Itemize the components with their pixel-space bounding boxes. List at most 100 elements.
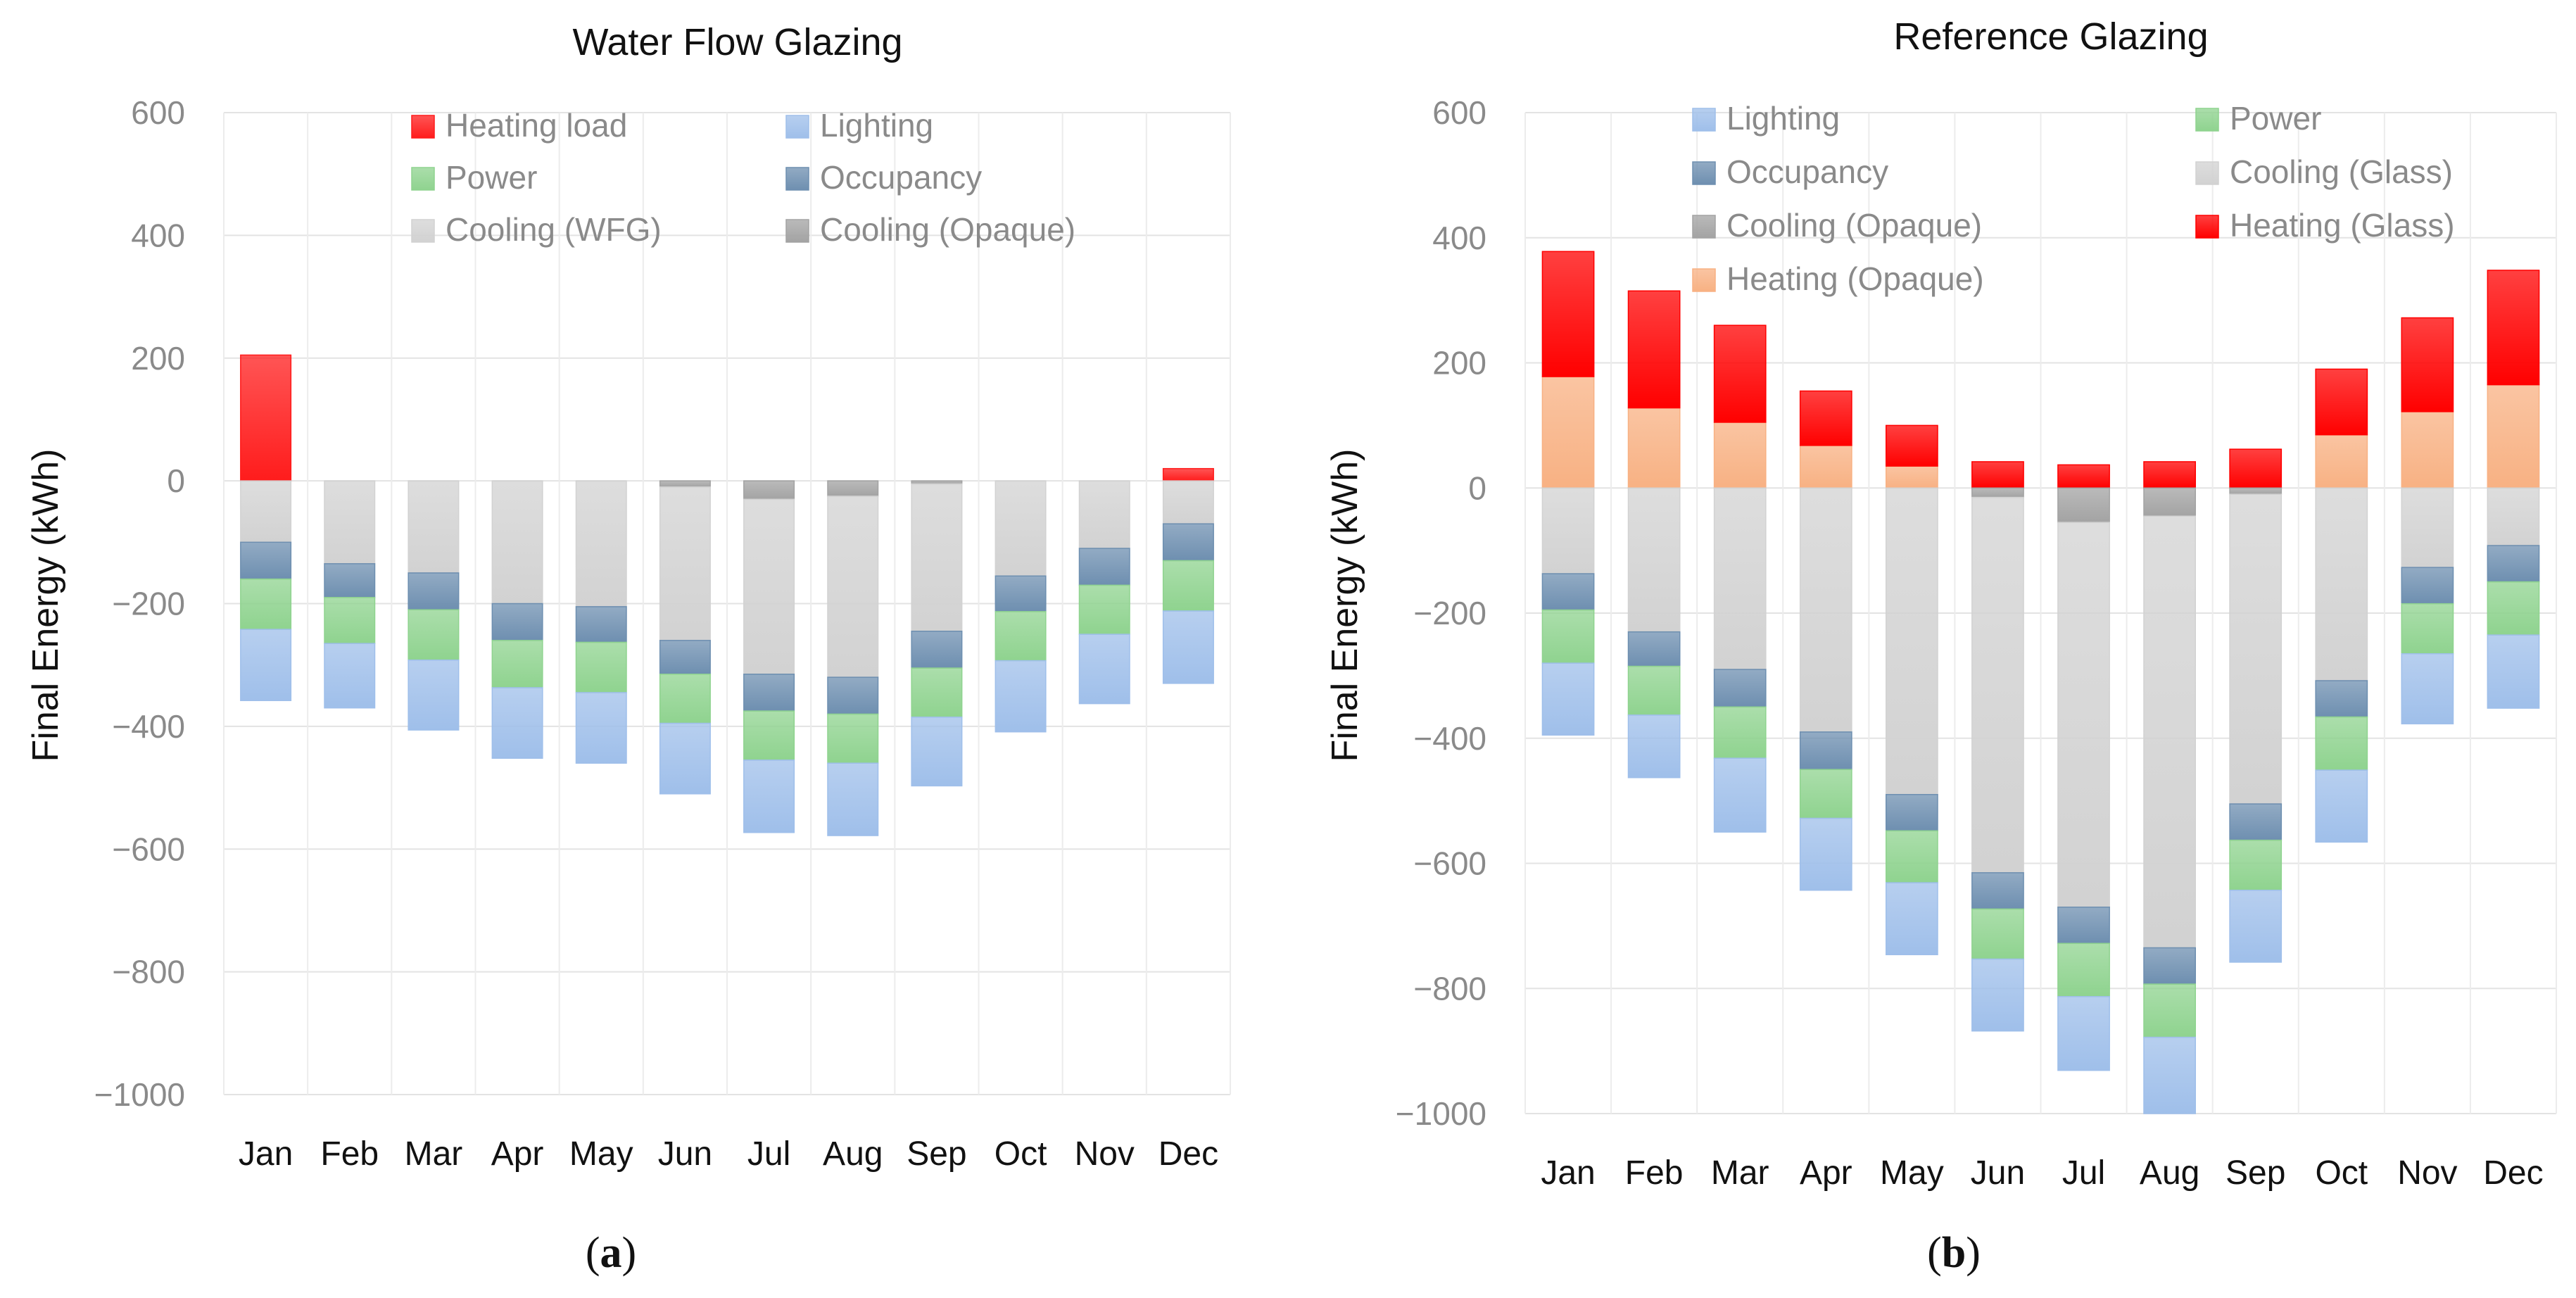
legend-label: Cooling (WFG) — [446, 211, 662, 248]
bar-lighting-nov — [1078, 634, 1130, 705]
legend-entry-occupancy: Occupancy — [1692, 153, 1888, 190]
panel-label-a: (a) — [586, 1229, 636, 1277]
x-tick-label-jun: Jun — [1971, 1154, 2025, 1192]
bar-power-apr — [1799, 769, 1852, 819]
bar-power-nov — [2401, 603, 2454, 655]
bar-cooling-opaque-sep — [2229, 487, 2283, 495]
bar-lighting-apr — [491, 687, 543, 759]
bar-occupancy-nov — [2401, 567, 2454, 605]
bar-heating-glass-mar — [1713, 324, 1767, 423]
y-tick-label: −1000 — [1396, 1095, 1486, 1132]
legend-label: Lighting — [1726, 100, 1840, 137]
y-tick-label: −800 — [112, 954, 185, 990]
bar-heating-opaque-apr — [1799, 445, 1852, 489]
bar-power-may — [1886, 830, 1938, 883]
bar-heating-glass-sep — [2229, 448, 2283, 489]
bar-cooling-wfg-feb — [324, 480, 376, 565]
bar-occupancy-sep — [911, 630, 963, 669]
bar-cooling-wfg-mar — [408, 480, 460, 574]
bar-cooling-wfg-jun — [659, 486, 711, 641]
bar-lighting-oct — [2315, 769, 2368, 843]
panel-letter: a — [600, 1229, 622, 1277]
bar-cooling-wfg-apr — [491, 480, 543, 605]
y-axis-label: Final Energy (kWh) — [25, 449, 66, 762]
bar-cooling-glass-mar — [1713, 487, 1767, 670]
x-tick-label-oct: Oct — [995, 1135, 1047, 1173]
bar-heating-glass-jul — [2057, 464, 2110, 489]
bar-power-oct — [995, 611, 1047, 662]
bar-power-oct — [2315, 716, 2368, 771]
y-tick-label: 0 — [167, 462, 185, 499]
legend-entry-heating-load: Heating load — [411, 107, 627, 144]
legend-entry-power: Power — [411, 159, 537, 196]
bar-power-jun — [1971, 908, 2024, 960]
legend-swatch — [411, 115, 435, 139]
bar-power-nov — [1078, 584, 1130, 635]
x-tick-label-dec: Dec — [1158, 1135, 1218, 1173]
bar-lighting-oct — [995, 660, 1047, 733]
bar-occupancy-aug — [827, 676, 879, 715]
legend-label: Cooling (Glass) — [2230, 153, 2453, 190]
bar-occupancy-mar — [408, 572, 460, 610]
legend-label: Power — [446, 159, 537, 196]
plot-area: 600 400 200 0 −200 −400 −600 −800 −1000 Jan Feb Mar… — [1396, 94, 2557, 1192]
y-tick-label: −800 — [1413, 970, 1486, 1007]
legend-swatch — [411, 167, 435, 191]
bar-heating-opaque-may — [1886, 465, 1938, 489]
legend-label: Heating (Glass) — [2230, 207, 2455, 244]
bar-lighting-aug — [2143, 1036, 2196, 1114]
bar-heating-glass-dec — [2487, 270, 2540, 386]
x-tick-label-jan: Jan — [1541, 1154, 1595, 1192]
bar-lighting-sep — [911, 717, 963, 787]
bar-power-jul — [743, 710, 795, 761]
panel-letter: b — [1942, 1229, 1966, 1277]
bar-occupancy-jan — [1541, 573, 1595, 611]
legend-swatch — [1692, 161, 1716, 185]
bar-lighting-jul — [743, 760, 795, 833]
bar-cooling-glass-sep — [2229, 493, 2283, 805]
bar-occupancy-jan — [240, 541, 292, 580]
x-tick-label-aug: Aug — [823, 1135, 883, 1173]
bar-lighting-feb — [1627, 714, 1681, 779]
x-tick-label-dec: Dec — [2483, 1154, 2543, 1192]
y-tick-label: 400 — [131, 217, 185, 253]
legend-entry-cooling-glass: Cooling (Glass) — [2195, 153, 2453, 190]
bar-cooling-wfg-aug — [827, 496, 879, 678]
bar-power-may — [575, 641, 627, 693]
bar-lighting-dec — [2487, 634, 2540, 709]
legend-swatch — [2195, 215, 2219, 239]
bar-cooling-opaque-jul — [743, 480, 795, 500]
bar-power-aug — [2143, 983, 2196, 1038]
legend-label: Heating (Opaque) — [1726, 260, 1984, 297]
bar-lighting-jun — [659, 722, 711, 795]
bar-cooling-opaque-jun — [659, 480, 711, 488]
legend-label: Heating load — [446, 107, 627, 144]
x-tick-label-jul: Jul — [747, 1135, 790, 1173]
bar-power-feb — [1627, 665, 1681, 716]
x-tick-label-feb: Feb — [1625, 1154, 1684, 1192]
bar-cooling-glass-feb — [1627, 487, 1681, 633]
bar-power-mar — [1713, 706, 1767, 759]
bar-lighting-feb — [324, 643, 376, 709]
bar-cooling-wfg-jan — [240, 480, 292, 543]
bar-heating-glass-oct — [2315, 368, 2368, 436]
bar-heating-opaque-dec — [2487, 384, 2540, 489]
bar-cooling-wfg-may — [575, 480, 627, 607]
bar-occupancy-jun — [1971, 872, 2024, 910]
bar-occupancy-dec — [1162, 523, 1214, 562]
bar-lighting-sep — [2229, 889, 2283, 963]
x-tick-label-aug: Aug — [2140, 1154, 2199, 1192]
bar-occupancy-may — [575, 606, 627, 643]
bar-lighting-jun — [1971, 958, 2024, 1032]
legend-entry-lighting: Lighting — [1692, 100, 1840, 137]
bar-power-jul — [2057, 943, 2110, 997]
legend-entry-power: Power — [2195, 100, 2321, 137]
y-tick-label: 200 — [131, 340, 185, 377]
bar-occupancy-oct — [995, 575, 1047, 612]
x-tick-label-mar: Mar — [1711, 1154, 1769, 1192]
y-tick-label: −400 — [1413, 720, 1486, 757]
y-axis-label: Final Energy (kWh) — [1325, 449, 1365, 762]
bar-heating-glass-aug — [2143, 461, 2196, 489]
bar-heating-glass-feb — [1627, 290, 1681, 409]
bar-cooling-glass-oct — [2315, 487, 2368, 681]
